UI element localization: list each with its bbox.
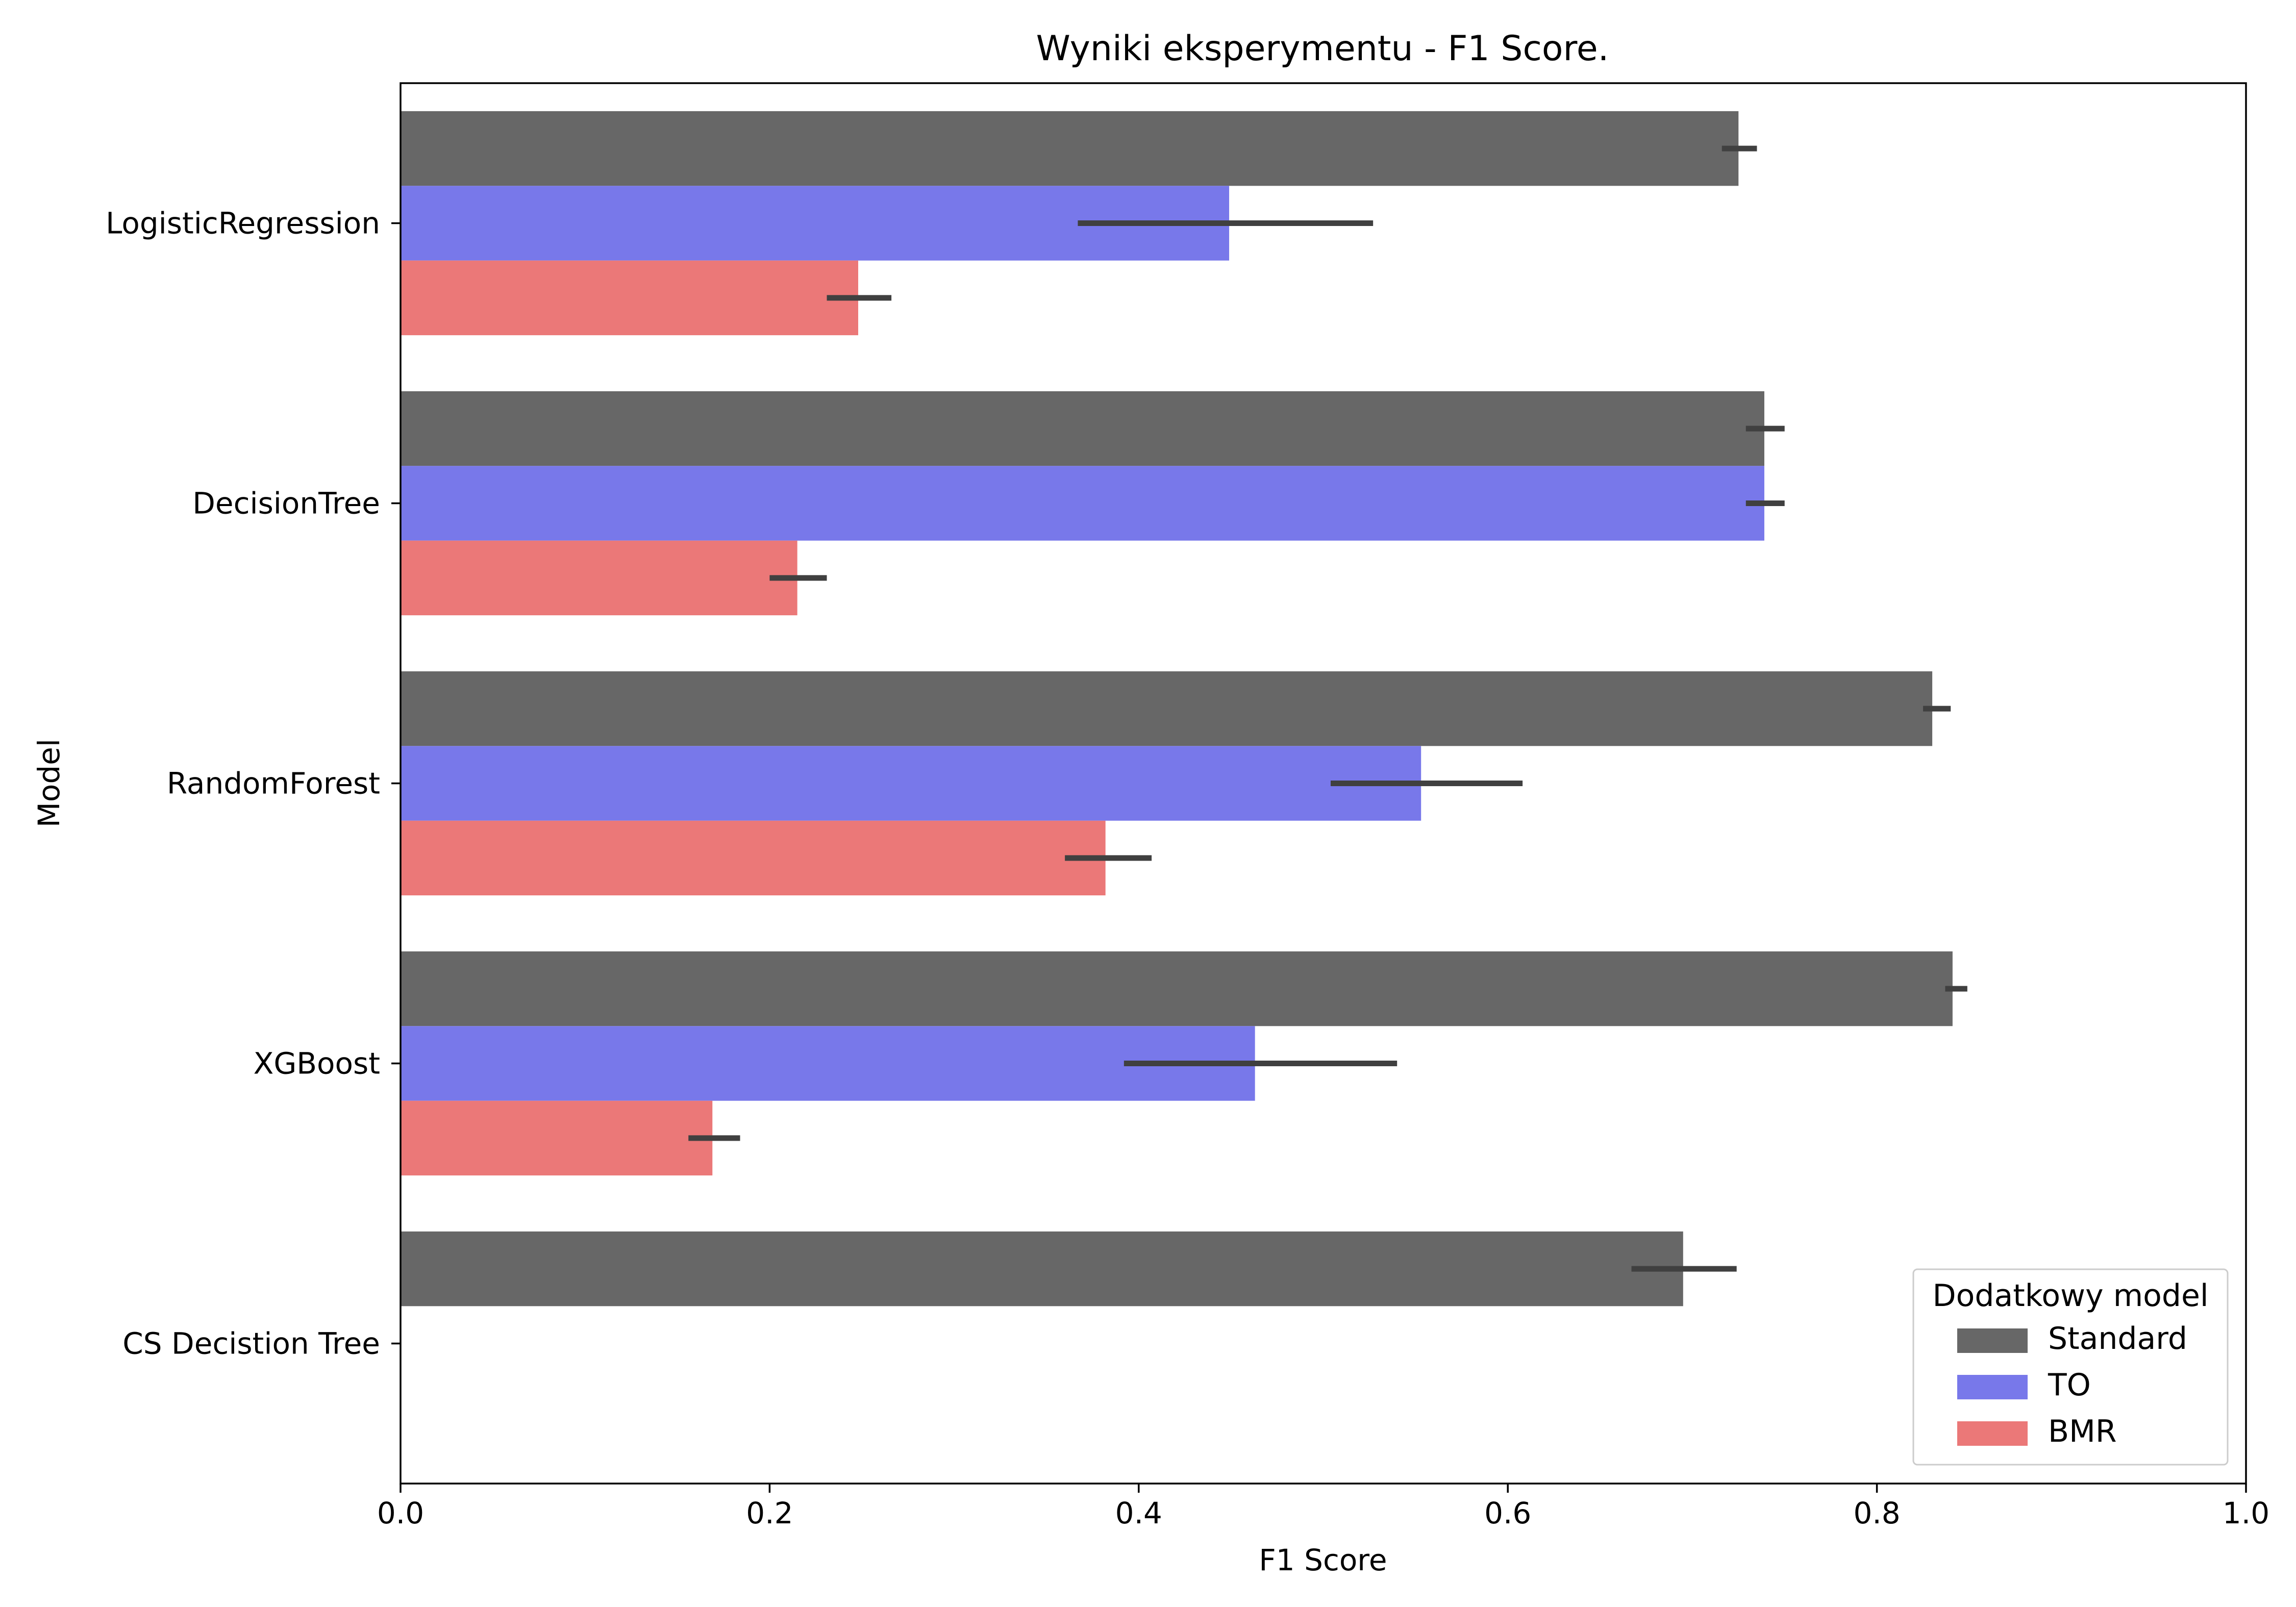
bar-bmr-0 — [401, 260, 859, 336]
x-tick-label-3: 0.6 — [1484, 1496, 1531, 1530]
y-tick-label-4: CS Decistion Tree — [122, 1326, 380, 1361]
x-tick-label-5: 1.0 — [2223, 1496, 2269, 1530]
chart-title: Wyniki eksperymentu - F1 Score. — [1036, 29, 1609, 69]
bar-standard-3 — [401, 951, 1953, 1026]
bar-bmr-2 — [401, 820, 1106, 896]
y-tick-label-2: RandomForest — [167, 766, 380, 801]
legend-swatch-bmr — [1957, 1421, 2028, 1446]
y-tick-label-0: LogisticRegression — [106, 206, 380, 241]
legend-label-to: TO — [2048, 1367, 2091, 1403]
bar-standard-0 — [401, 111, 1739, 186]
x-tick-label-4: 0.8 — [1853, 1496, 1900, 1530]
bar-standard-1 — [401, 391, 1764, 466]
x-axis: 0.0 0.2 0.4 0.6 0.8 1.0 — [377, 1484, 2269, 1530]
legend-items: Standard TO BMR — [1957, 1321, 2187, 1449]
bar-standard-4 — [401, 1231, 1683, 1307]
bar-bmr-1 — [401, 540, 797, 616]
x-axis-label: F1 Score — [1259, 1543, 1387, 1577]
x-tick-label-1: 0.2 — [746, 1496, 793, 1530]
legend-swatch-standard — [1957, 1328, 2028, 1353]
legend-title: Dodatkowy model — [1932, 1278, 2208, 1314]
y-tick-label-1: DecisionTree — [192, 486, 380, 521]
y-axis-label: Model — [32, 739, 66, 827]
bar-to-2 — [401, 746, 1421, 821]
bar-bmr-3 — [401, 1100, 713, 1176]
plot-area — [401, 111, 1967, 1307]
x-tick-label-0: 0.0 — [377, 1496, 424, 1530]
legend-box — [1912, 1268, 2229, 1466]
legend-label-standard: Standard — [2048, 1321, 2187, 1357]
legend-swatch-to — [1957, 1375, 2028, 1399]
y-axis: LogisticRegression DecisionTree RandomFore… — [106, 206, 401, 1361]
legend: Dodatkowy model Standard TO BMR — [1912, 1268, 2229, 1466]
bar-to-3 — [401, 1026, 1255, 1101]
bar-to-1 — [401, 466, 1764, 541]
y-tick-label-3: XGBoost — [254, 1046, 380, 1081]
x-tick-label-2: 0.4 — [1115, 1496, 1162, 1530]
legend-label-bmr: BMR — [2048, 1414, 2117, 1449]
bar-standard-2 — [401, 671, 1933, 746]
